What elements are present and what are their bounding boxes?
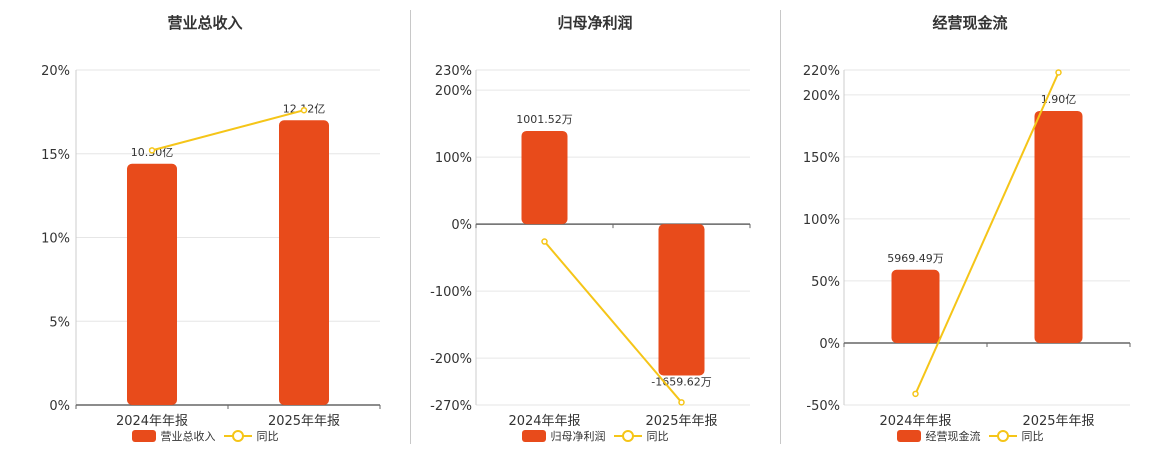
bar-value-label: 1.90亿 xyxy=(1041,93,1077,106)
y-tick-label: 10% xyxy=(41,232,70,247)
y-tick-label: 200% xyxy=(435,84,472,99)
y-tick-label: 220% xyxy=(803,64,840,79)
legend-bar-swatch xyxy=(521,430,546,442)
legend-item-bar[interactable]: 营业总收入 xyxy=(131,428,216,444)
yoy-line xyxy=(543,240,683,403)
y-tick-label: 100% xyxy=(435,151,472,166)
bar xyxy=(127,163,177,405)
y-tick-label: 0% xyxy=(49,399,70,414)
x-tick-label: 2025年年报 xyxy=(645,414,717,429)
legend-item-bar[interactable]: 经营现金流 xyxy=(896,428,981,444)
y-tick-label: 50% xyxy=(811,275,840,290)
legend-bar-swatch xyxy=(896,430,921,442)
chart-legend: 营业总收入 同比 xyxy=(0,428,410,444)
bar xyxy=(279,120,329,405)
yoy-point xyxy=(541,238,548,245)
y-tick-label: 15% xyxy=(41,148,70,163)
x-tick-label: 2025年年报 xyxy=(1022,414,1094,429)
chart-title: 营业总收入 xyxy=(167,14,243,32)
x-tick-label: 2024年年报 xyxy=(116,414,188,429)
legend-line-label: 同比 xyxy=(1021,430,1044,443)
legend-bar-label: 归母净利润 xyxy=(550,430,606,443)
legend-item-line[interactable]: 同比 xyxy=(223,428,279,444)
y-tick-label: 230% xyxy=(435,64,472,79)
y-tick-label: 5% xyxy=(49,315,70,330)
x-tick-label: 2024年年报 xyxy=(879,414,951,429)
y-tick-label: 100% xyxy=(803,213,840,228)
bar xyxy=(658,224,705,376)
net-profit-chart: 230%200%100%0%-100%-200%-270%1001.52万-16… xyxy=(430,64,751,429)
y-tick-label: -200% xyxy=(430,352,472,367)
panel-divider xyxy=(410,10,411,444)
bar xyxy=(1034,110,1083,343)
chart-title: 经营现金流 xyxy=(932,14,1008,32)
cash-flow-chart: 220% 200% 150% 100% 50% 0% -50% 5969.49万 1.90亿 20… xyxy=(803,64,1131,429)
legend-line-label: 同比 xyxy=(646,430,669,443)
legend-item-line[interactable]: 同比 xyxy=(988,428,1044,444)
yoy-point xyxy=(912,390,919,398)
y-tick-label: 0% xyxy=(451,218,472,233)
legend-item-bar[interactable]: 归母净利润 xyxy=(521,428,606,444)
y-tick-label: -50% xyxy=(806,399,840,414)
yoy-point xyxy=(300,106,308,114)
chart-title: 归母净利润 xyxy=(557,14,633,32)
bar-value-label: 1001.52万 xyxy=(516,113,573,126)
yoy-line xyxy=(151,109,305,152)
x-tick-label: 2025年年报 xyxy=(268,414,340,429)
yoy-point xyxy=(148,147,156,154)
yoy-point xyxy=(1055,69,1062,76)
legend-line-label: 同比 xyxy=(256,430,279,443)
y-tick-label: -270% xyxy=(430,399,472,414)
revenue-chart: 20%15%10%5%0%10.30亿12.12亿2024年年报2025年年报 xyxy=(41,64,381,429)
y-tick-label: 150% xyxy=(803,151,840,166)
chart-legend: 归母净利润 同比 xyxy=(410,428,780,444)
x-tick-label: 2024年年报 xyxy=(508,414,580,429)
legend-item-line[interactable]: 同比 xyxy=(613,428,669,444)
yoy-line xyxy=(914,72,1060,395)
bar xyxy=(891,269,940,343)
legend-line-swatch xyxy=(988,430,1017,442)
y-tick-label: 20% xyxy=(41,64,70,79)
cash-flow-panel: 经营现金流 220% 200% 150% 100% 50% 0% -50% 5969.49万 1… xyxy=(780,0,1160,450)
legend-bar-label: 营业总收入 xyxy=(160,430,216,443)
legend-bar-label: 经营现金流 xyxy=(925,430,981,443)
bar xyxy=(521,130,568,225)
yoy-point xyxy=(678,399,685,406)
y-tick-label: 200% xyxy=(803,89,840,104)
legend-line-swatch xyxy=(613,430,642,442)
y-tick-label: -100% xyxy=(430,285,472,300)
net-profit-panel: 归母净利润 230% 200% 100% 0% -100% -200% -270% 1001.… xyxy=(410,0,780,450)
chart-legend: 经营现金流 同比 xyxy=(780,428,1160,444)
bar-value-label: 5969.49万 xyxy=(887,252,944,265)
panel-divider xyxy=(780,10,781,444)
revenue-panel: 营业总收入 20%15%10%5%0%10.30亿12.12亿2024年年报20… xyxy=(0,0,410,450)
legend-bar-swatch xyxy=(131,430,156,442)
y-tick-label: 0% xyxy=(819,337,840,352)
legend-line-swatch xyxy=(223,430,252,442)
